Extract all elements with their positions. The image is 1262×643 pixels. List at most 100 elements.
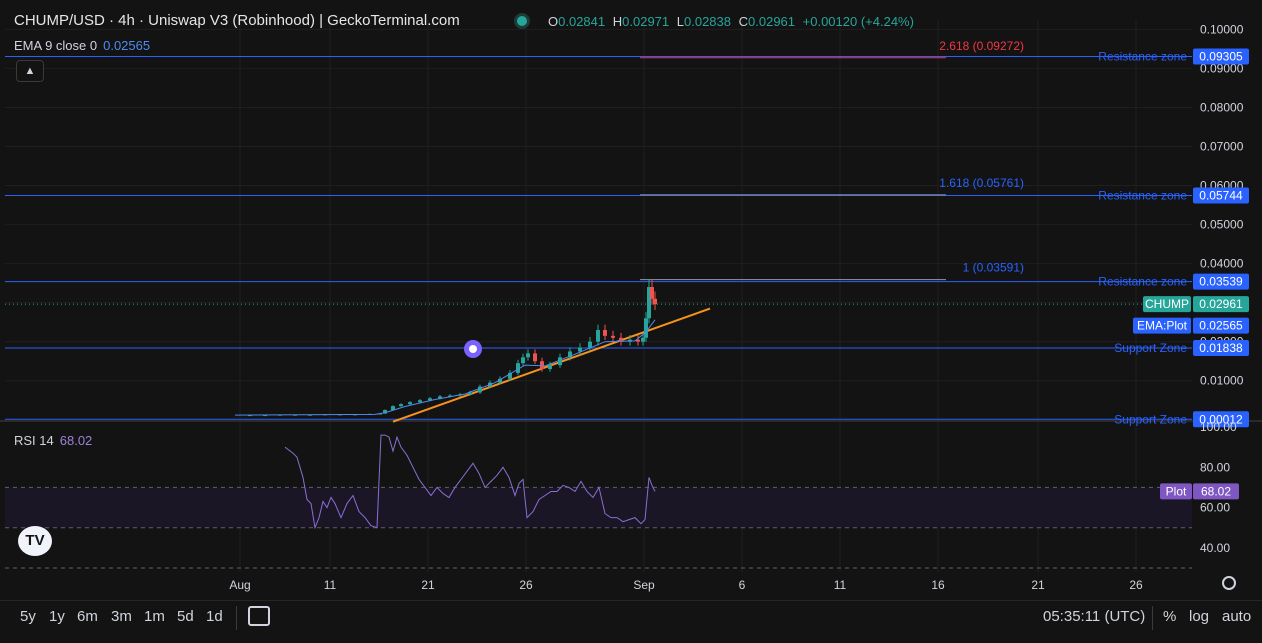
candle-body [468,392,472,395]
zone-label: Resistance zone [1098,50,1187,64]
time-tick-label: 26 [519,578,533,592]
ema-symbol: EMA:Plot [1137,319,1188,333]
range-5y-button[interactable]: 5y [20,608,36,625]
rsi-tick-label: 60.00 [1200,501,1230,515]
chevron-up-icon: ▲ [24,65,36,77]
time-tick-label: 11 [324,578,337,592]
rsi-symbol-tag [1160,483,1192,500]
toolbar-divider [1152,606,1153,630]
price-tick-label: 0.09000 [1200,61,1244,75]
candle-body [568,351,572,358]
zone-price-tag [1193,187,1249,204]
ohlc-readout: O0.02841 H0.02971 L0.02838 C0.02961 +0.0… [548,14,914,29]
candle-body [399,404,403,407]
last-price-tag [1193,296,1249,313]
fib-level-label: 2.618 (0.09272) [939,39,1024,53]
candle-body [641,337,645,342]
price-tick-label: 0.07000 [1200,139,1244,153]
candle-body [650,287,654,299]
zone-price-tag [1193,340,1249,357]
chart-title: CHUMP/USD · 4h · Uniswap V3 (Robinhood) … [14,12,460,29]
high-label: H [612,14,623,29]
ema-label: EMA 9 close 0 [14,38,98,53]
ema-series-line [234,319,656,416]
market-open-indicator [517,16,527,26]
change-value: +0.00120 (+4.24%) [802,14,914,29]
candle-body [438,396,442,399]
range-5d-button[interactable]: 5d [177,608,194,625]
candle-body [653,298,657,305]
range-1y-button[interactable]: 1y [49,608,65,625]
candle-body [526,353,530,358]
ema-legend[interactable]: EMA 9 close 0 0.02565 [14,38,150,53]
rsi-symbol: Plot [1166,484,1187,498]
open-label: O [548,14,559,29]
range-6m-button[interactable]: 6m [77,608,98,625]
low-value: 0.02838 [684,14,731,29]
zone-price-value: 0.05744 [1199,189,1243,203]
candle-body [596,329,600,342]
ema-symbol-tag [1133,317,1191,334]
zone-label: Resistance zone [1098,189,1187,203]
candle-body [558,357,562,366]
range-1d-button[interactable]: 1d [206,608,223,625]
time-tick-label: 26 [1129,578,1143,592]
candle-body [533,353,537,362]
calendar-icon[interactable] [248,606,270,626]
bottom-toolbar [0,600,1262,643]
candle-body [308,414,312,416]
open-value: 0.02841 [558,14,606,29]
collapse-legend-button[interactable]: ▲ [16,60,44,82]
zone-price-value: 0.01838 [1199,341,1243,355]
percent-scale-toggle[interactable]: % [1163,608,1177,625]
candle-body [263,415,267,417]
price-tick-label: 0.08000 [1200,100,1244,114]
toolbar-divider [236,606,237,630]
last-price-symbol: CHUMP [1145,297,1189,311]
price-chart[interactable]: 0.100000.090000.080000.070000.060000.050… [0,0,1262,600]
candle-body [548,365,552,370]
auto-scale-toggle[interactable]: auto [1222,608,1252,625]
time-tick-label: 16 [931,578,945,592]
candle-body [521,357,525,364]
rsi-value-tag [1193,483,1239,500]
range-1m-button[interactable]: 1m [144,608,165,625]
candle-body [516,363,520,373]
candle-body [498,378,502,383]
range-3m-button[interactable]: 3m [111,608,132,625]
log-scale-toggle[interactable]: log [1189,608,1210,625]
candle-body [603,329,607,336]
time-tick-label: Sep [633,578,655,592]
candle-body [448,395,452,397]
rsi-value: 68.02 [59,433,93,448]
candle-body [578,347,582,352]
zone-label: Support Zone [1114,412,1187,426]
price-tick-label: 0.05000 [1200,218,1244,232]
ema-value: 0.02565 [103,38,151,53]
ema-price-tag [1193,317,1249,334]
rsi-label: RSI 14 [14,433,54,448]
zone-price-tag [1193,48,1249,65]
candle-body [619,337,623,342]
utc-clock[interactable]: 05:35:11 (UTC) [1043,608,1146,625]
time-tick-label: 21 [1031,578,1045,592]
candle-body [428,398,432,401]
zone-label: Resistance zone [1098,275,1187,289]
candle-body [408,402,412,405]
candle-body [383,410,387,414]
rsi-series-line [284,434,656,530]
candle-body [644,318,648,338]
ema-price-value: 0.02565 [1199,319,1243,333]
candle-body [478,386,482,393]
time-tick-label: 11 [834,578,847,592]
time-tick-label: 6 [739,578,746,592]
candle-body [508,372,512,379]
candle-body [391,406,395,411]
tradingview-logo[interactable]: TV [18,526,52,556]
rsi-value-label: 68.02 [1201,484,1231,498]
candle-body [647,287,651,319]
candle-body [418,400,422,403]
zone-price-value: 0.09305 [1199,50,1243,64]
gear-icon[interactable] [1222,576,1236,590]
rsi-legend[interactable]: RSI 14 68.02 [14,433,92,448]
